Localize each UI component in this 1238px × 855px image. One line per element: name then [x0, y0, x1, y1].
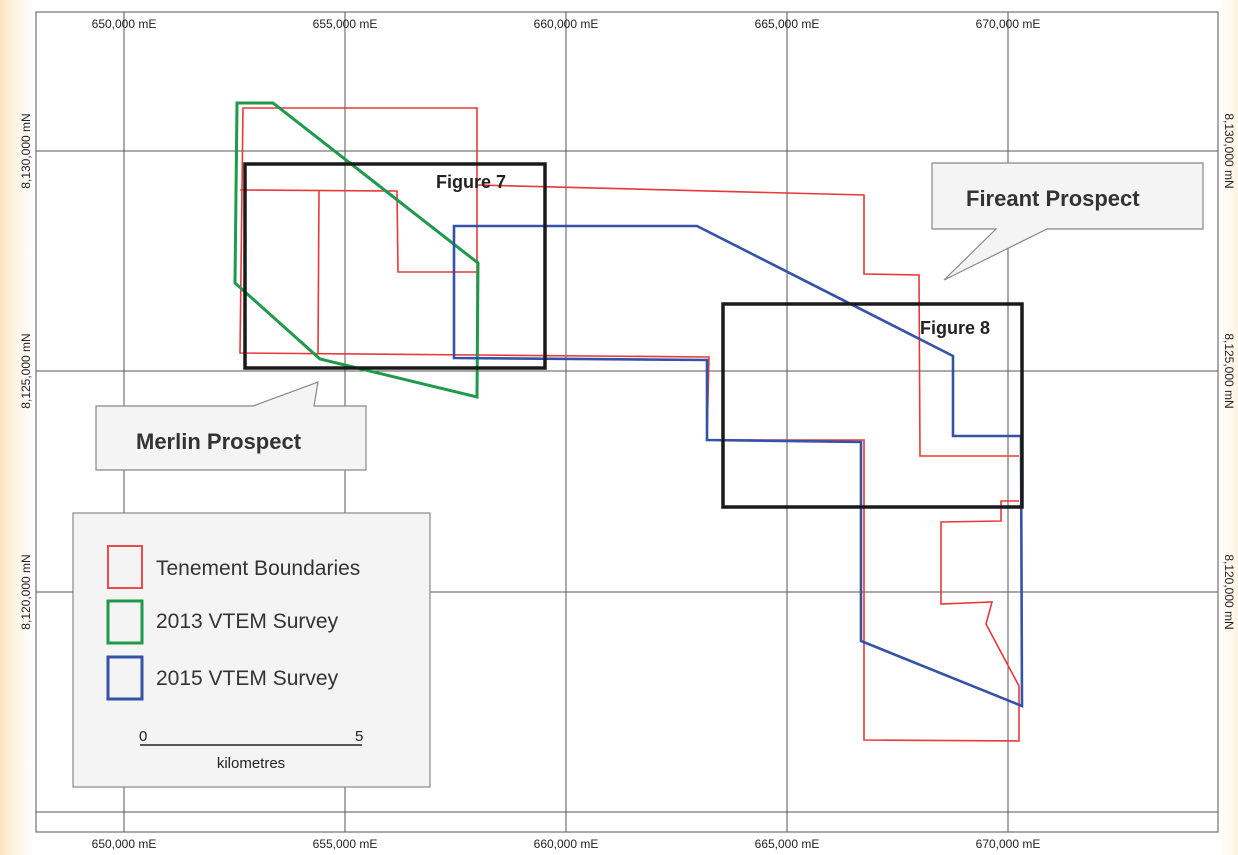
x-tick-label: 655,000 mE: [313, 17, 378, 31]
scale-bar-unit-label: kilometres: [217, 755, 285, 772]
y-tick-label: 8,125,000 mN: [19, 333, 33, 408]
x-tick-label: 670,000 mE: [976, 17, 1041, 31]
scale-bar-start-label: 0: [139, 728, 147, 745]
x-tick-labels-top: 650,000 mE 655,000 mE 660,000 mE 665,000…: [92, 17, 1041, 31]
fireant-callout-box: [931, 162, 1204, 281]
tenement-boundary-merlin-inner: [239, 189, 477, 354]
x-tick-label: 660,000 mE: [534, 837, 599, 851]
y-tick-labels-right: 8,130,000 mN 8,125,000 mN 8,120,000 mN: [1222, 113, 1236, 629]
figure-8-box[interactable]: [721, 302, 1024, 509]
legend-label-vtem-2015: 2015 VTEM Survey: [156, 667, 339, 690]
x-tick-label: 670,000 mE: [976, 837, 1041, 851]
y-tick-labels-left: 8,130,000 mN 8,125,000 mN 8,120,000 mN: [19, 113, 33, 629]
x-tick-label: 665,000 mE: [755, 17, 820, 31]
x-tick-labels-bottom: 650,000 mE 655,000 mE 660,000 mE 665,000…: [92, 837, 1041, 851]
y-tick-label: 8,120,000 mN: [19, 554, 33, 629]
x-tick-label: 660,000 mE: [534, 17, 599, 31]
y-tick-label: 8,120,000 mN: [1222, 554, 1236, 629]
x-tick-label: 655,000 mE: [313, 837, 378, 851]
tenement-boundary-central: [476, 184, 1020, 742]
map-frame: [35, 11, 1219, 833]
fireant-prospect-label: Fireant Prospect: [966, 186, 1140, 211]
merlin-callout-box: [95, 381, 367, 471]
figure-7-label: Figure 7: [436, 172, 506, 192]
x-tick-label: 650,000 mE: [92, 17, 157, 31]
fireant-prospect-callout: Fireant Prospect: [931, 162, 1204, 281]
legend-label-vtem-2013: 2013 VTEM Survey: [156, 610, 339, 633]
y-tick-label: 8,130,000 mN: [1222, 113, 1236, 188]
x-tick-label: 650,000 mE: [92, 837, 157, 851]
y-tick-label: 8,125,000 mN: [1222, 333, 1236, 408]
map-legend: Tenement Boundaries 2013 VTEM Survey 201…: [72, 512, 431, 788]
scale-bar-end-label: 5: [355, 728, 363, 745]
legend-swatch-vtem-2015: [106, 655, 144, 701]
vtem-2015-survey-boundary: [452, 224, 1024, 708]
merlin-prospect-label: Merlin Prospect: [136, 429, 302, 454]
vtem-2013-survey-boundary: [233, 101, 480, 399]
x-tick-label: 665,000 mE: [755, 837, 820, 851]
legend-label-tenement: Tenement Boundaries: [156, 557, 360, 580]
figure-8-label: Figure 8: [920, 318, 990, 338]
merlin-prospect-callout: Merlin Prospect: [95, 381, 367, 471]
figure-7-box[interactable]: [243, 162, 547, 370]
legend-swatch-tenement: [107, 545, 143, 589]
legend-box: [72, 512, 431, 788]
y-tick-label: 8,130,000 mN: [19, 113, 33, 188]
legend-swatch-vtem-2013: [106, 599, 144, 645]
